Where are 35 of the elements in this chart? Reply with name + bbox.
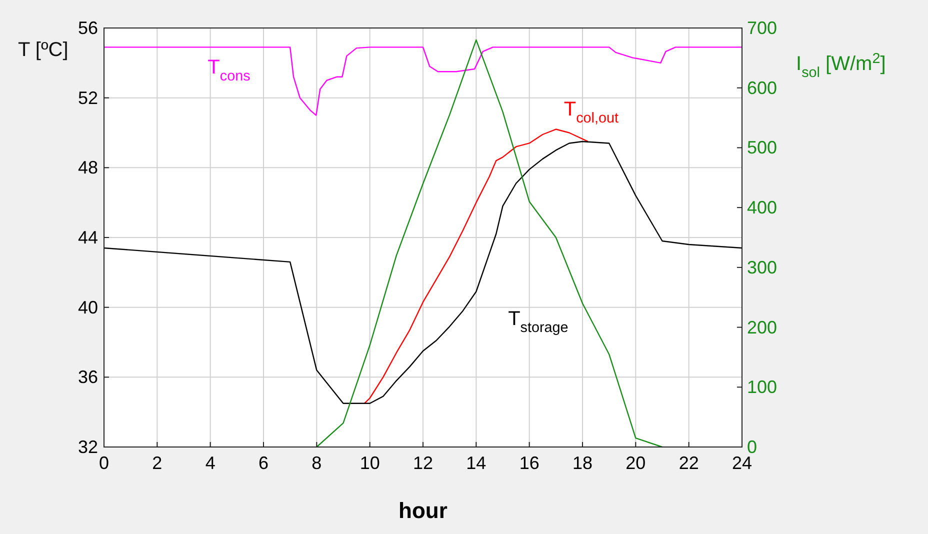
x-tick-label: 12 (412, 453, 434, 473)
x-tick-label: 4 (205, 453, 216, 473)
y2-tick-label: 100 (747, 377, 778, 398)
y2-tick-label: 600 (747, 78, 778, 98)
x-tick-label: 6 (258, 453, 269, 473)
x-axis-title: hour (398, 498, 448, 523)
line-series (316, 39, 663, 448)
x-tick-label: 22 (678, 453, 699, 473)
y2-tick-label: 400 (747, 198, 778, 218)
x-tick-label: 18 (572, 453, 593, 473)
x-tick-label: 20 (626, 453, 646, 473)
series-label: T$_{cons}$ (208, 56, 250, 84)
y-tick-label: 40 (78, 297, 98, 318)
y-tick-label: 48 (78, 158, 98, 178)
y2-tick-label: 700 (747, 18, 778, 38)
x-tick-label: 14 (466, 453, 486, 473)
y-tick-label: 44 (78, 228, 98, 248)
y-tick-label: 32 (78, 437, 98, 457)
y2-tick-label: 200 (747, 317, 778, 338)
x-tick-label: 0 (98, 453, 110, 473)
line-series (364, 128, 588, 404)
x-tick-label: 16 (519, 453, 540, 473)
y-axis-title: T [ºC] (18, 39, 68, 61)
series-label: T$_{storage}$ (508, 308, 568, 336)
y2-tick-label: 500 (747, 138, 778, 158)
x-tick-label: 10 (360, 453, 380, 473)
y-tick-label: 36 (78, 367, 98, 388)
y2-axis-title: I$_{sol}$ [W/m$^{2}$] (796, 51, 886, 81)
x-tick-label: 8 (312, 453, 322, 473)
y2-tick-label: 300 (747, 257, 778, 278)
line-series (103, 140, 743, 404)
y-tick-label: 56 (78, 18, 98, 38)
series-label: T$_{col,out}$ (564, 98, 619, 126)
x-tick-label: 2 (152, 453, 162, 473)
y-tick-label: 52 (78, 88, 98, 108)
